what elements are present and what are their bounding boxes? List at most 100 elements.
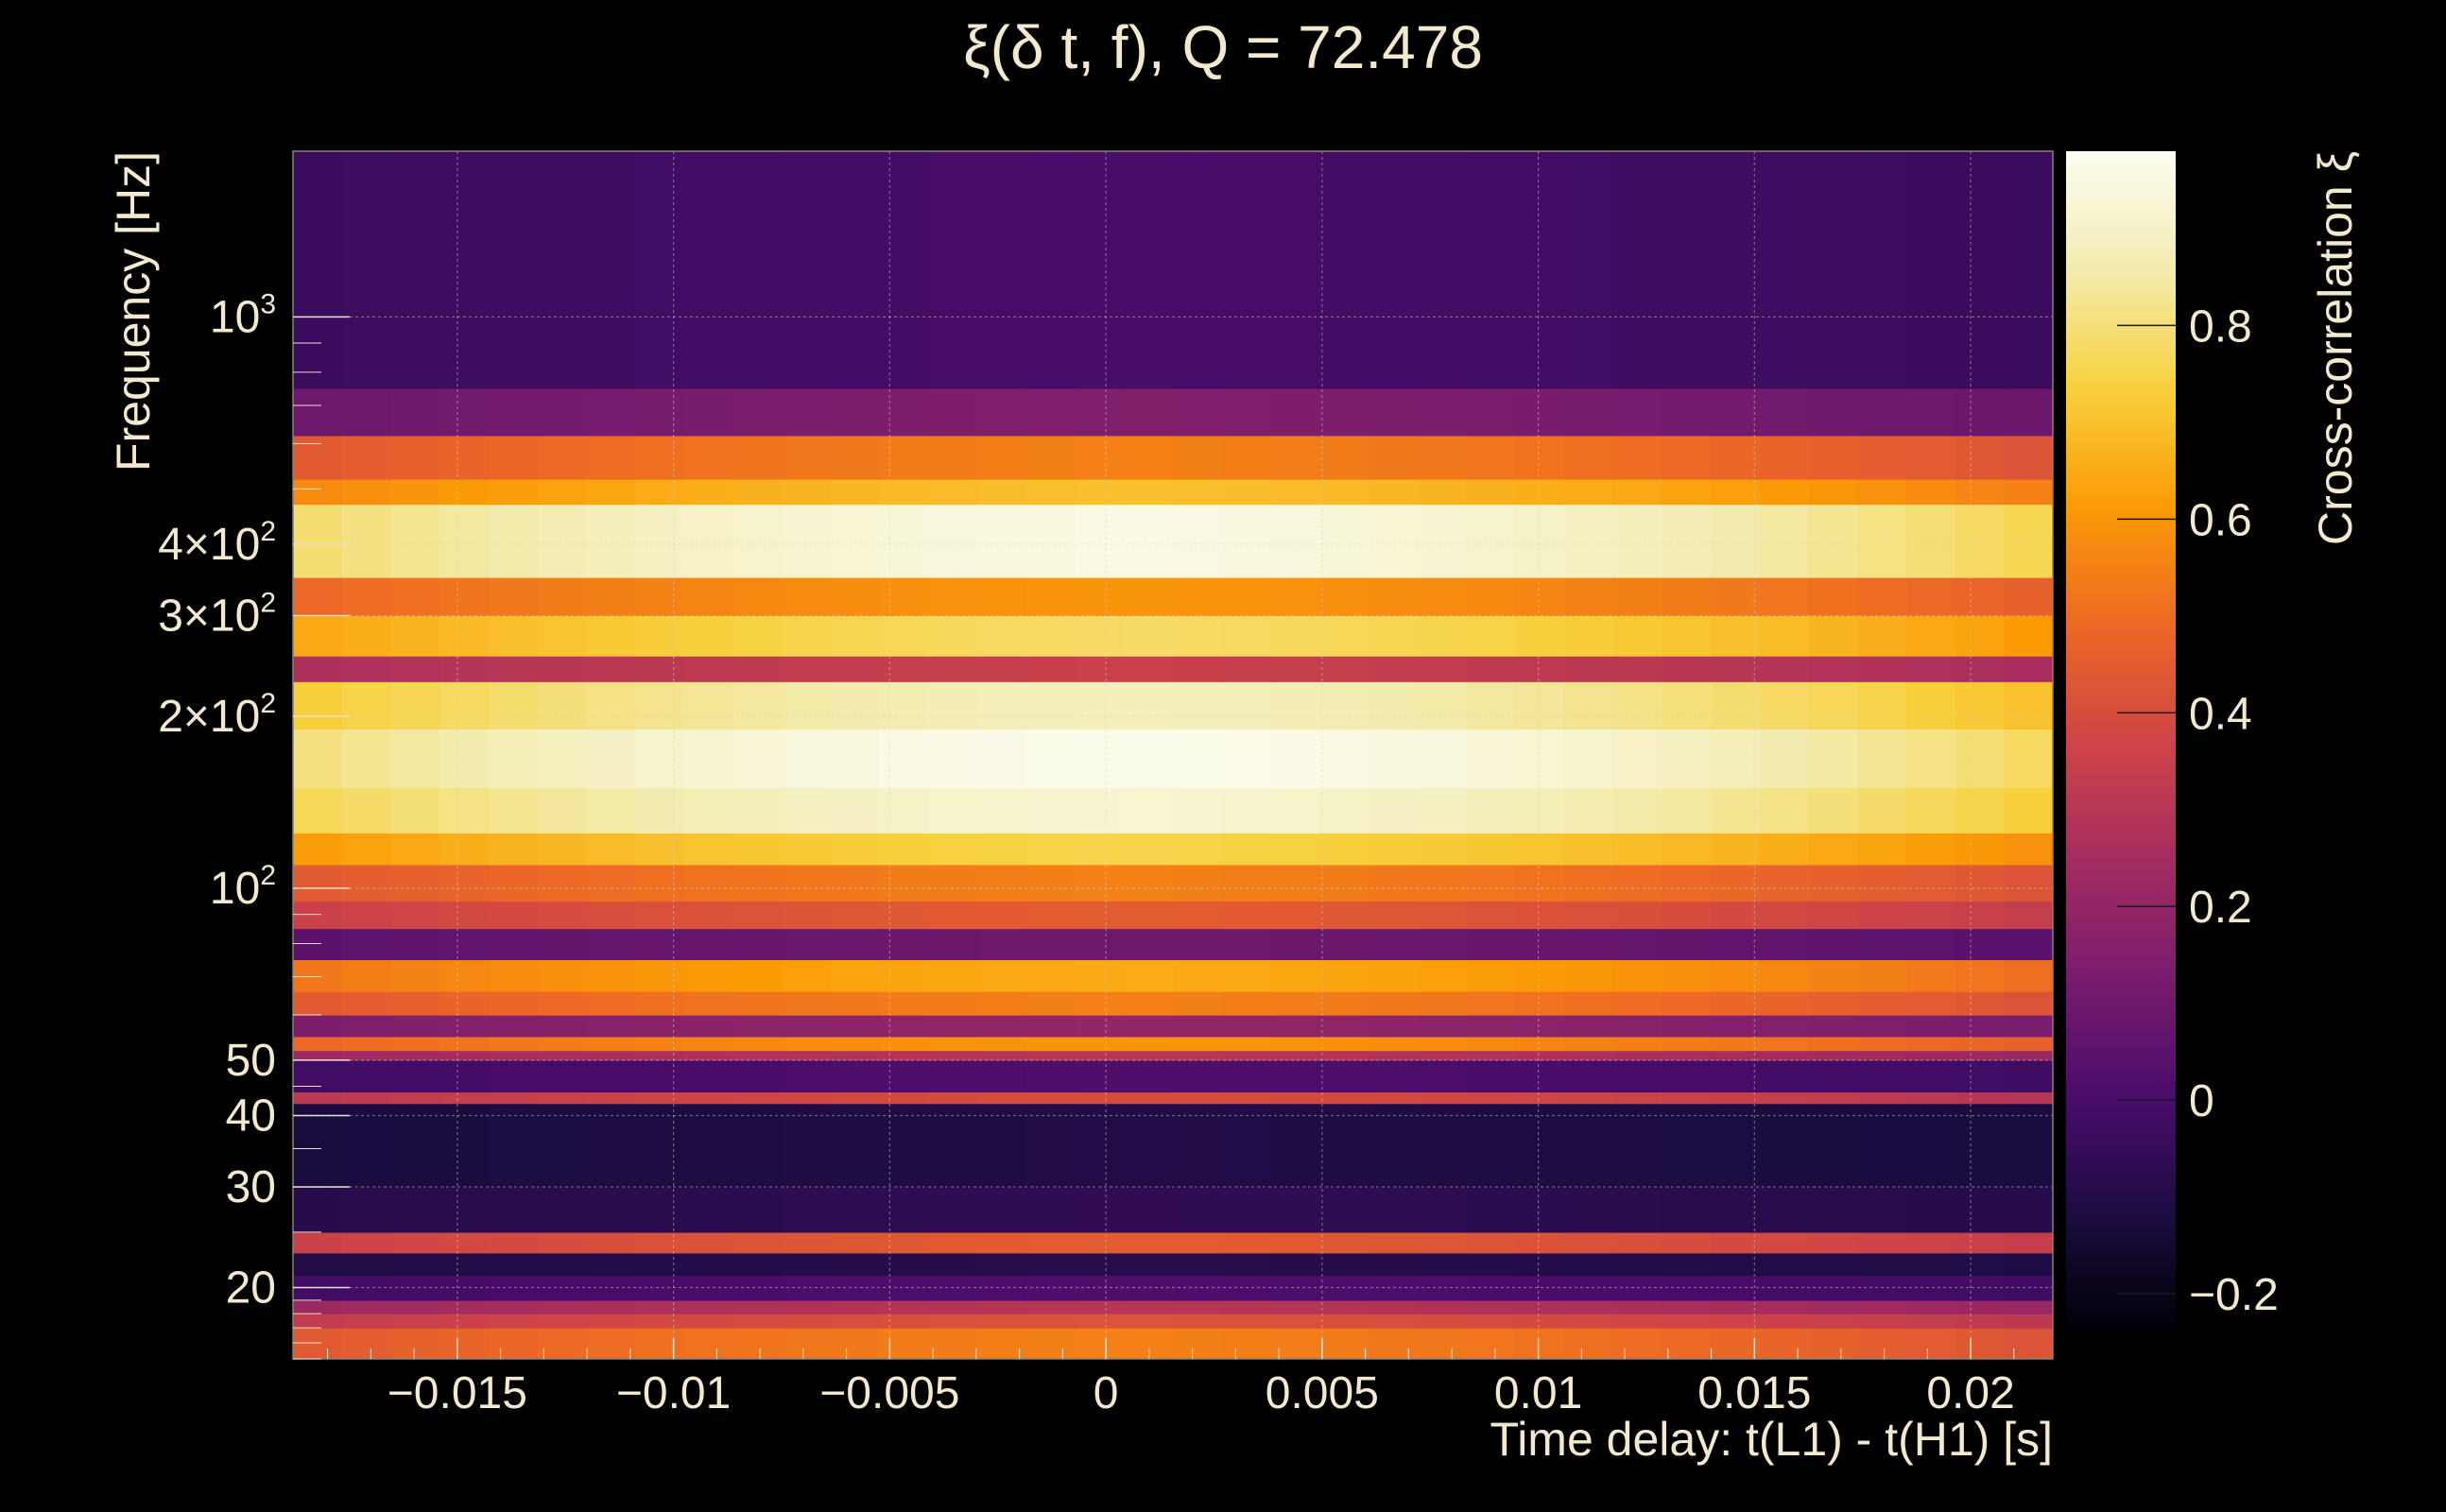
heatmap-cell [1710, 901, 1761, 930]
heatmap-cell [1710, 1036, 1761, 1052]
heatmap-cell [488, 1103, 539, 1188]
heatmap-cell [1124, 576, 1174, 617]
heatmap-cell [1710, 656, 1761, 682]
heatmap-cell [977, 864, 1027, 902]
heatmap-cell [1563, 833, 1614, 866]
heatmap-cell [1221, 1050, 1272, 1061]
heatmap-cell [1515, 787, 1565, 833]
heatmap-cell [1124, 615, 1174, 657]
heatmap-cell [2004, 729, 2053, 789]
heatmap-cell [1955, 864, 2005, 902]
heatmap-cell [1075, 959, 1125, 992]
heatmap-cell [341, 656, 392, 682]
heatmap-cell [341, 1231, 392, 1254]
heatmap-cell [683, 504, 734, 578]
heatmap-cell [1662, 729, 1712, 789]
heatmap-cell [1368, 1275, 1419, 1301]
heatmap-cell [1025, 1015, 1077, 1038]
heatmap-cell [1515, 435, 1565, 480]
heatmap-cell [1221, 729, 1272, 789]
heatmap-cell [1515, 864, 1565, 902]
heatmap-cell [293, 1252, 343, 1277]
heatmap-cell [1857, 928, 1907, 961]
heatmap-cell [1124, 1252, 1174, 1277]
heatmap-cell [928, 1015, 978, 1038]
heatmap-cell [732, 387, 783, 437]
heatmap-cell [1221, 1015, 1272, 1038]
heatmap-cell [1466, 435, 1516, 480]
heatmap-cell [341, 1036, 392, 1052]
heatmap-cell [2004, 615, 2053, 657]
heatmap-cell [1319, 901, 1369, 930]
heatmap-cell [782, 1036, 832, 1052]
heatmap-cell [928, 901, 978, 930]
heatmap-cell [1759, 1103, 1809, 1188]
heatmap-cell [1221, 1059, 1272, 1093]
heatmap-cell [1662, 959, 1712, 992]
heatmap-cell [1662, 1036, 1712, 1052]
heatmap-band [293, 928, 2053, 961]
heatmap-cell [782, 959, 832, 992]
heatmap-cell [1368, 1059, 1419, 1093]
heatmap-cell [1075, 615, 1125, 657]
heatmap-cell [782, 1252, 832, 1277]
heatmap-cell [732, 928, 783, 961]
heatmap-cell [1319, 833, 1369, 866]
heatmap-cell [1466, 576, 1516, 617]
heatmap-cell [879, 1328, 929, 1359]
heatmap-cell [635, 1328, 685, 1359]
heatmap-cell [1563, 387, 1614, 437]
heatmap-cell [1025, 1252, 1077, 1277]
heatmap-band [293, 901, 2053, 930]
heatmap-cell [586, 901, 636, 930]
heatmap-cell [1075, 1036, 1125, 1052]
heatmap-cell [977, 1299, 1027, 1314]
heatmap-cell [439, 1252, 490, 1277]
heatmap-cell [1319, 681, 1369, 730]
heatmap-cell [1905, 959, 1956, 992]
heatmap-cell [1955, 1275, 2005, 1301]
heatmap-cell [1905, 1091, 1956, 1105]
heatmap-cell [1759, 1091, 1809, 1105]
heatmap-cell [635, 387, 685, 437]
heatmap-cell [732, 729, 783, 789]
heatmap-cell [879, 1103, 929, 1188]
heatmap-cell [928, 479, 978, 506]
heatmap-cell [1319, 479, 1369, 506]
heatmap-cell [390, 787, 440, 833]
heatmap-cell [439, 901, 490, 930]
heatmap-cell [1759, 387, 1809, 437]
heatmap-cell [1025, 576, 1077, 617]
heatmap-cell [439, 387, 490, 437]
heatmap-cell [1270, 901, 1320, 930]
heatmap-cell [1857, 990, 1907, 1016]
heatmap-cell [1173, 656, 1223, 682]
heatmap-cell [537, 1252, 587, 1277]
heatmap-cell [1270, 1015, 1320, 1038]
heatmap-cell [1759, 1036, 1809, 1052]
heatmap-cell [635, 901, 685, 930]
heatmap-cell [977, 1187, 1027, 1233]
heatmap-cell [1563, 656, 1614, 682]
heatmap-cell [1319, 1299, 1369, 1314]
heatmap-cell [635, 1314, 685, 1329]
heatmap-cell [1563, 787, 1614, 833]
heatmap-cell [1905, 576, 1956, 617]
heatmap-cell [1662, 1050, 1712, 1061]
heatmap-cell [1025, 435, 1077, 480]
heatmap-cell [1808, 1187, 1858, 1233]
heatmap-cell [1759, 1059, 1809, 1093]
heatmap-cell [1759, 959, 1809, 992]
heatmap-cell [2004, 576, 2053, 617]
colorbar-tick-label: −0.2 [2189, 1270, 2279, 1320]
heatmap-cell [1221, 479, 1272, 506]
heatmap-cell [1270, 787, 1320, 833]
heatmap-cell [1368, 833, 1419, 866]
heatmap-cell [390, 1187, 440, 1233]
x-axis-label: Time delay: t(L1) - t(H1) [s] [1490, 1413, 2053, 1466]
heatmap-cell [293, 928, 343, 961]
heatmap-cell [1662, 1275, 1712, 1301]
heatmap-cell [1857, 1299, 1907, 1314]
heatmap-cell [830, 681, 881, 730]
